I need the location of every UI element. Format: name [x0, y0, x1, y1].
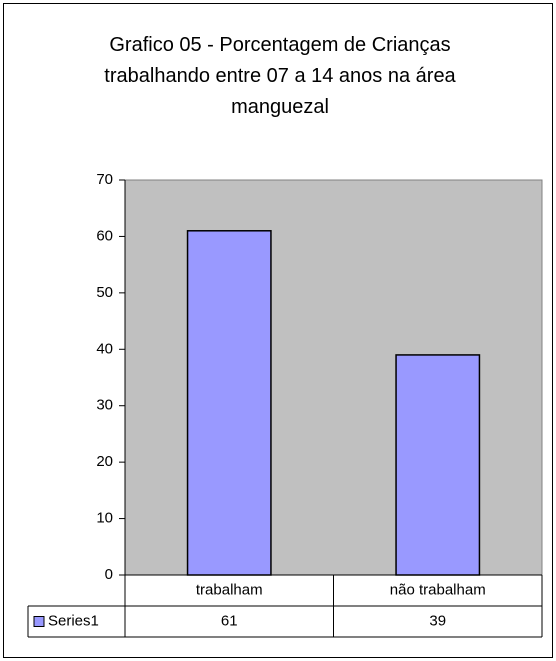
y-tick-label: 0 [105, 566, 113, 583]
y-tick-label: 60 [96, 227, 113, 244]
legend-label: Series1 [48, 612, 99, 629]
bar [186, 230, 272, 576]
y-tick-label: 10 [96, 510, 113, 527]
x-tick-label: trabalham [196, 581, 263, 598]
x-tick-label: não trabalham [390, 581, 486, 598]
legend-key [33, 616, 45, 627]
table-value: 39 [429, 612, 446, 629]
bar [395, 354, 481, 576]
y-tick-label: 20 [96, 453, 113, 470]
y-tick-label: 70 [96, 171, 113, 188]
y-tick-label: 40 [96, 340, 113, 357]
y-tick-label: 30 [96, 397, 113, 414]
chart-title: Grafico 05 - Porcentagem de Crianças tra… [104, 34, 456, 118]
y-tick-label: 50 [96, 284, 113, 301]
table-value: 61 [221, 612, 238, 629]
